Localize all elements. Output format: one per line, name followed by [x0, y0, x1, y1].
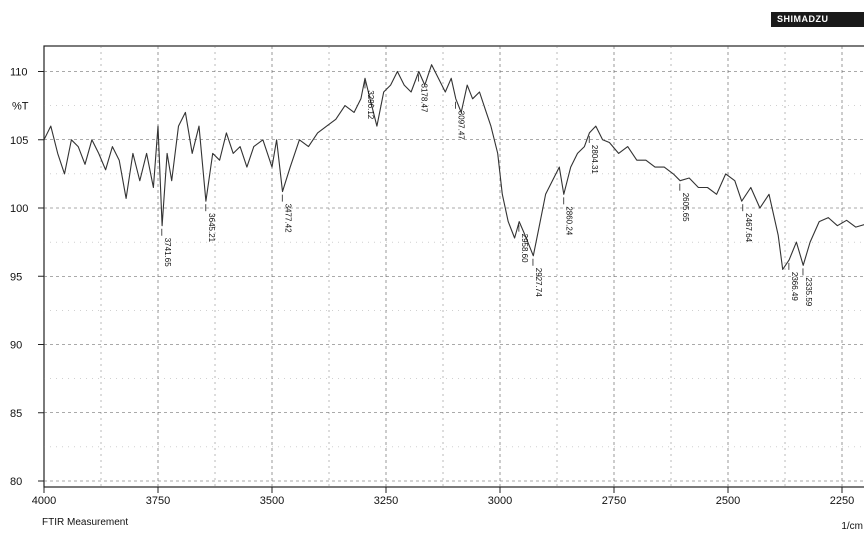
peak-label: 2335.59 — [804, 277, 813, 306]
y-tick-label: 100 — [10, 203, 28, 215]
grid-lines — [44, 46, 864, 487]
x-tick-label: 3250 — [374, 495, 398, 507]
x-tick-label: 2250 — [830, 495, 854, 507]
peak-label: 3296.12 — [366, 90, 375, 119]
x-tick-label: 4000 — [32, 495, 56, 507]
y-tick-label: 110 — [10, 67, 28, 79]
peak-label: 2860.24 — [565, 206, 574, 235]
shimadzu-logo: SHIMADZU — [771, 12, 864, 27]
peak-label: 3741.65 — [163, 238, 172, 267]
y-tick-label: 85 — [10, 408, 22, 420]
peak-label: 2927.74 — [534, 268, 543, 297]
y-tick-label: 80 — [10, 476, 22, 488]
y-axis-ticks: 80 85 90 95 100 105 110 — [10, 67, 44, 488]
x-tick-label: 3000 — [488, 495, 512, 507]
spectrum-line-0 — [44, 64, 864, 270]
x-axis-ticks: 4000375035003250300027502500225020001750… — [32, 487, 854, 507]
y-axis-label: %T — [12, 101, 29, 113]
peak-label: 3645.21 — [207, 213, 216, 242]
x-axis-label: 1/cm — [841, 521, 863, 532]
y-tick-label: 90 — [10, 340, 22, 352]
peak-label: 3178.47 — [420, 84, 429, 113]
footer-label: FTIR Measurement — [42, 517, 128, 528]
peak-label: 2605.65 — [681, 193, 690, 222]
peak-labels: 3741.65 3645.21 3477.42 3296.12 3178.47 3097.… — [161, 74, 813, 307]
x-tick-label: 2500 — [716, 495, 740, 507]
peak-label: 2958.60 — [520, 234, 529, 263]
peak-label: 2467.64 — [744, 213, 753, 242]
x-tick-label: 3750 — [146, 495, 170, 507]
plot-frame — [43, 45, 864, 488]
x-tick-label: 2750 — [602, 495, 626, 507]
peak-label: 3477.42 — [283, 204, 292, 233]
y-tick-label: 105 — [10, 135, 28, 147]
peak-label: 2366.49 — [790, 272, 799, 301]
x-tick-label: 3500 — [260, 495, 284, 507]
peak-label: 3097.47 — [457, 111, 466, 140]
y-tick-label: 95 — [10, 271, 22, 283]
peak-label: 2804.31 — [590, 145, 599, 174]
